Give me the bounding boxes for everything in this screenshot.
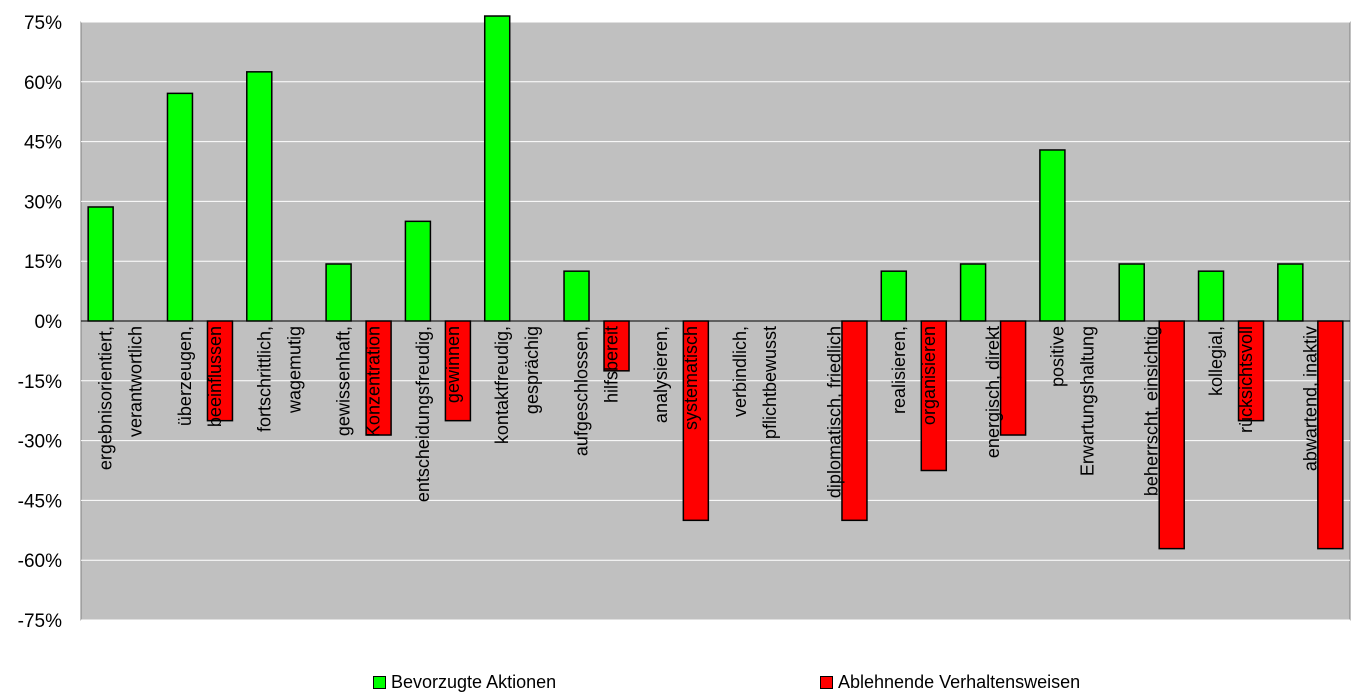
category-label: beherrscht, einsichtig	[1142, 326, 1162, 496]
category-label: wagemutig	[284, 326, 304, 414]
category-label: gewissenhaft,	[334, 326, 354, 436]
bar-preferred	[880, 270, 908, 322]
legend-swatch-green	[373, 676, 386, 689]
bar-rejected	[841, 320, 868, 522]
bar-preferred	[959, 263, 987, 322]
bar-preferred	[404, 220, 432, 322]
category-label: beeinflussen	[205, 326, 225, 427]
y-tick-label: 75%	[24, 13, 62, 34]
category-label: hilfsbereit	[602, 326, 622, 403]
bar-preferred	[483, 15, 511, 322]
y-tick-label: -45%	[18, 491, 62, 512]
bar-preferred	[1118, 263, 1145, 322]
y-tick-label: -15%	[18, 372, 62, 393]
category-label: pflichtbewusst	[760, 326, 780, 439]
bar-rejected	[1158, 320, 1185, 550]
bar-rejected	[444, 320, 472, 422]
gridlines	[81, 21, 1350, 621]
category-label: diplomatisch, friedlich	[824, 326, 844, 498]
category-label: energisch, direkt	[983, 326, 1003, 458]
category-label: gewinnen	[443, 326, 463, 403]
bar-preferred	[246, 71, 273, 322]
category-label: positive	[1047, 326, 1067, 387]
category-label: überzeugen,	[175, 326, 195, 426]
y-tick-label: -75%	[18, 611, 62, 632]
category-label: kontaktfreudig,	[492, 326, 512, 444]
legend-label-preferred: Bevorzugte Aktionen	[391, 672, 557, 692]
category-label: gesprächig	[522, 326, 542, 414]
category-label: analysieren,	[651, 326, 671, 423]
bar-preferred	[325, 263, 352, 322]
y-tick-label: -60%	[18, 551, 62, 572]
category-label: realisieren,	[889, 326, 909, 414]
category-label: ergebnisorientiert,	[96, 326, 116, 470]
y-tick-label: 15%	[24, 252, 62, 273]
category-label: abwartend, inaktiv	[1300, 326, 1320, 471]
y-tick-label: 0%	[35, 312, 63, 333]
category-label: rücksichtsvoll	[1236, 326, 1256, 433]
legend-swatch-red	[820, 676, 833, 689]
category-label: aufgeschlossen,	[572, 326, 592, 456]
category-label: Erwartungshaltung	[1077, 326, 1097, 476]
y-tick-label: 45%	[24, 133, 62, 154]
category-label: verbindlich,	[730, 326, 750, 417]
bar-preferred	[87, 206, 114, 322]
bar-rejected	[365, 320, 392, 436]
category-label: fortschrittlich,	[254, 326, 274, 432]
bar-preferred	[1197, 270, 1225, 322]
bar-rejected	[999, 320, 1027, 436]
bar-preferred	[563, 270, 590, 322]
bar-preferred	[166, 92, 194, 322]
category-label: organisieren	[919, 326, 939, 425]
category-label: kollegial,	[1206, 326, 1226, 396]
category-label: systematisch	[681, 326, 701, 430]
bar-preferred	[1277, 263, 1304, 322]
y-tick-label: 60%	[24, 73, 62, 94]
category-labels: ergebnisorientiert, verantwortlich überzeu…	[96, 326, 1321, 502]
y-tick-label: 30%	[24, 192, 62, 213]
y-tick-label: -30%	[18, 432, 62, 453]
category-label: verantwortlich	[126, 326, 146, 437]
legend-item-rejected: Ablehnende Verhaltensweisen	[820, 672, 1080, 693]
legend-label-rejected: Ablehnende Verhaltensweisen	[838, 672, 1081, 692]
bar-rejected	[1317, 320, 1344, 550]
y-axis-ticks: 75% 60% 45% 30% 15% 0% -15% -30% -45% -60% -75%	[18, 13, 62, 632]
legend-item-preferred: Bevorzugte Aktionen	[373, 672, 556, 693]
category-label: entscheidungsfreudig,	[413, 326, 433, 502]
category-label: Konzentration	[364, 326, 384, 437]
bar-preferred	[1039, 149, 1066, 322]
